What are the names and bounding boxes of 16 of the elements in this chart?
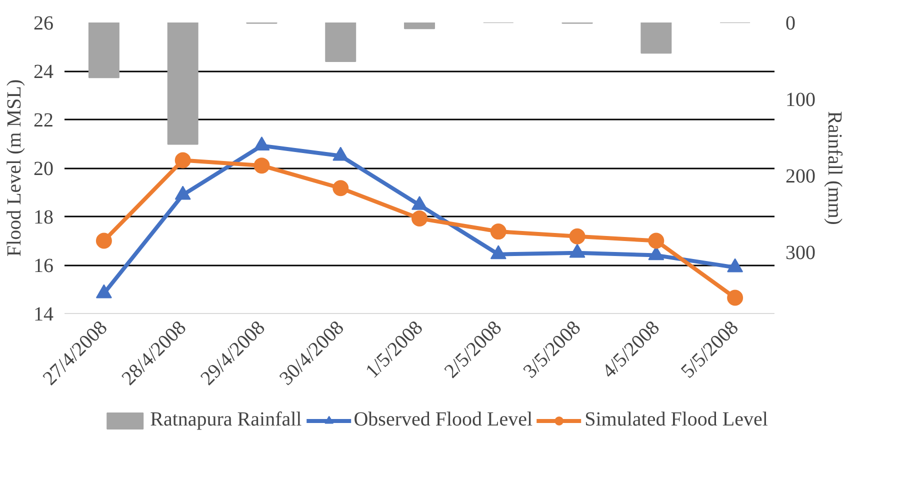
y-tick-label: 16: [34, 255, 54, 277]
legend-label: Ratnapura Rainfall: [150, 408, 302, 432]
y2-tick-label: 100: [786, 89, 816, 112]
y2-tick-label: 200: [786, 166, 816, 188]
y-tick-label: 24: [34, 61, 54, 83]
y-tick-label: 20: [34, 158, 54, 180]
y2-tick-label: 300: [786, 242, 816, 264]
y2-tick-label: 0: [786, 12, 796, 34]
legend-label: Observed Flood Level: [354, 408, 533, 432]
y2-axis-title: Rainfall (mm): [824, 111, 846, 225]
y-tick-label: 22: [34, 110, 54, 132]
legend-label: Simulated Flood Level: [584, 408, 768, 432]
y-axis-title: Flood Level (m MSL): [4, 79, 26, 257]
y-tick-label: 18: [34, 206, 54, 228]
y-tick-label: 14: [34, 304, 54, 326]
y-tick-label: 26: [34, 12, 54, 34]
